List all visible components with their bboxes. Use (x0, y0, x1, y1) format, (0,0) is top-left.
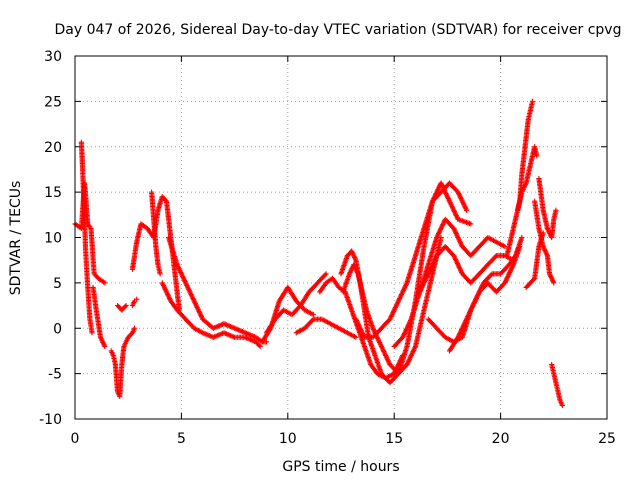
y-tick-label: 10 (44, 231, 62, 247)
y-tick-label: 15 (44, 185, 62, 201)
data-point (502, 243, 508, 250)
data-point (131, 325, 138, 331)
data-point (519, 234, 525, 241)
data-point (534, 153, 540, 159)
axis-ticks: 0 5 10 15 20 25 -10 -5 0 5 10 15 20 25 30 (39, 49, 616, 447)
x-tick-label: 10 (279, 431, 297, 447)
data-point (256, 342, 262, 348)
series-Y (532, 198, 557, 286)
data-points (72, 98, 565, 408)
data-point (122, 304, 128, 310)
data-point (102, 280, 108, 286)
data-point (102, 343, 108, 349)
data-point (492, 254, 498, 260)
x-tick-label: 20 (492, 431, 510, 447)
series-F (129, 296, 140, 309)
data-point (529, 98, 536, 104)
data-point (353, 334, 359, 340)
data-point (157, 271, 163, 277)
data-point (89, 330, 95, 336)
series-C (90, 284, 108, 349)
chart-title: Day 047 of 2026, Sidereal Day-to-day VTE… (55, 22, 622, 38)
data-point (323, 271, 329, 277)
x-tick-label: 15 (385, 431, 403, 447)
series-E (114, 302, 129, 313)
data-point (553, 207, 559, 213)
series-L (263, 271, 329, 336)
data-point (463, 207, 470, 213)
data-point (309, 317, 315, 323)
series-J (166, 234, 270, 345)
x-tick-label: 0 (71, 431, 80, 447)
data-point (488, 272, 494, 278)
series-A (72, 180, 108, 286)
series-P (340, 234, 444, 377)
series-B (78, 139, 95, 336)
y-tick-label: 0 (53, 321, 62, 337)
y-tick-label: 20 (44, 140, 62, 156)
data-point (123, 302, 129, 309)
series-AB (549, 361, 565, 408)
y-tick-label: -5 (48, 367, 62, 383)
x-axis-label: GPS time / hours (282, 459, 399, 475)
series-W (515, 144, 540, 213)
x-tick-label: 5 (177, 431, 186, 447)
data-point (128, 331, 134, 337)
x-tick-label: 25 (598, 431, 616, 447)
data-point (468, 221, 474, 227)
data-point (257, 343, 263, 349)
series-S (391, 216, 508, 349)
y-tick-label: 25 (44, 94, 62, 110)
series-V (504, 98, 536, 259)
data-point (134, 296, 140, 302)
series-D (108, 325, 138, 399)
y-tick-label: 5 (53, 276, 62, 292)
y-tick-label: 30 (44, 49, 62, 65)
y-axis-label: SDTVAR / TECUs (8, 181, 24, 296)
series-AA (544, 207, 559, 241)
data-point (322, 272, 328, 278)
series-Q (353, 180, 470, 340)
data-point (559, 402, 565, 408)
series-M (293, 316, 359, 340)
plot-frame (74, 55, 608, 420)
data-point (551, 280, 557, 286)
series-U (446, 234, 525, 354)
series-H (149, 189, 163, 277)
series-I (159, 280, 263, 349)
data-point (310, 312, 316, 318)
y-tick-label: -10 (39, 412, 62, 428)
